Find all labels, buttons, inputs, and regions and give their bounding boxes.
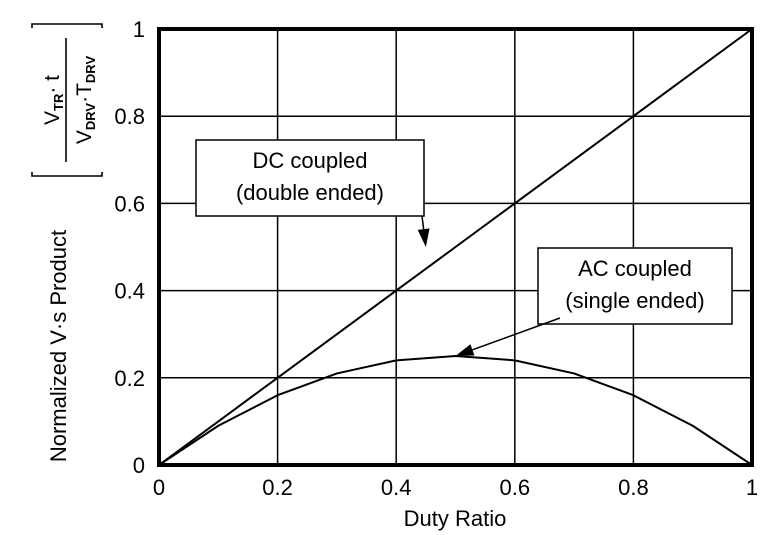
y-tick-label: 0.2 (114, 366, 145, 391)
annotation-text: (double ended) (236, 180, 384, 205)
plot-series (158, 28, 753, 466)
x-tick-label: 0.8 (618, 475, 649, 500)
series-line (158, 355, 753, 466)
fraction-bracket-left (31, 172, 103, 177)
fraction-bracket-right (31, 23, 103, 28)
y-tick-label: 0.6 (114, 191, 145, 216)
annotation-arrow-line (421, 215, 425, 230)
annotation-text: AC coupled (578, 256, 692, 281)
x-tick-label: 0.4 (381, 475, 412, 500)
y-axis-fraction: VTR· t VDRV·TDRV (31, 23, 103, 177)
fraction-denominator: VDRV·TDRV (73, 56, 98, 145)
annotations: DC coupled (double ended) AC coupled (singl… (195, 139, 733, 356)
annotation-box (195, 139, 425, 217)
y-tick-label: 1 (133, 17, 145, 42)
x-tick-labels: 0 0.2 0.4 0.6 0.8 1 (153, 475, 758, 500)
x-tick-label: 0.2 (262, 475, 293, 500)
fraction-numerator: VTR· t (41, 75, 66, 125)
x-tick-label: 1 (746, 475, 758, 500)
annotation-text: (single ended) (565, 288, 704, 313)
x-tick-label: 0 (153, 475, 165, 500)
series-line (158, 28, 753, 466)
y-tick-label: 0.4 (114, 279, 145, 304)
annotation-text: DC coupled (253, 148, 368, 173)
x-tick-label: 0.6 (500, 475, 531, 500)
y-tick-label: 0 (133, 453, 145, 478)
annotation-arrowhead (455, 344, 475, 356)
annotation-arrow-line (472, 317, 561, 351)
annotation: AC coupled (single ended) (455, 247, 733, 356)
annotation-box (537, 247, 733, 325)
y-tick-labels: 0 0.2 0.4 0.6 0.8 1 (114, 17, 145, 478)
y-axis-label: Normalized V·s Product VTR· t VDRV·TDRV (31, 23, 103, 462)
y-tick-label: 0.8 (114, 104, 145, 129)
y-axis-label-main: Normalized V·s Product (46, 230, 71, 462)
annotation: DC coupled (double ended) (195, 139, 430, 247)
annotation-arrowhead (417, 228, 430, 247)
x-axis-label: Duty Ratio (404, 506, 507, 531)
plot-frame (157, 27, 754, 467)
